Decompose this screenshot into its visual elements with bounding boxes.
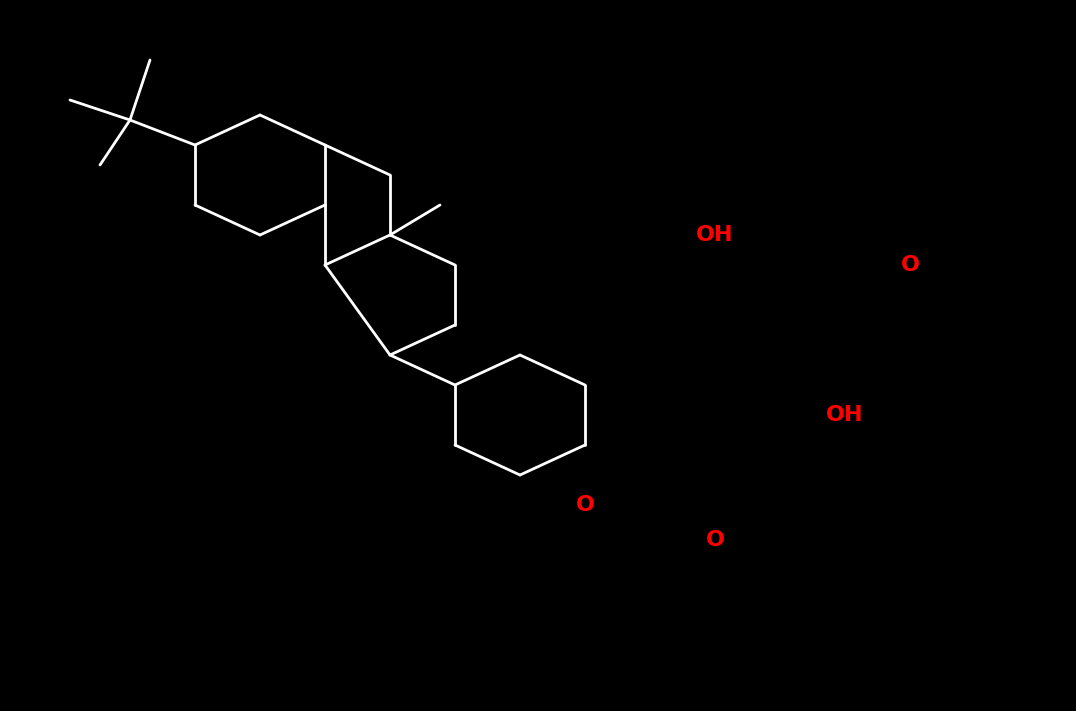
Text: O: O [706,530,724,550]
Text: O: O [576,495,595,515]
Text: O: O [901,255,920,275]
Text: OH: OH [696,225,734,245]
Text: OH: OH [826,405,864,425]
